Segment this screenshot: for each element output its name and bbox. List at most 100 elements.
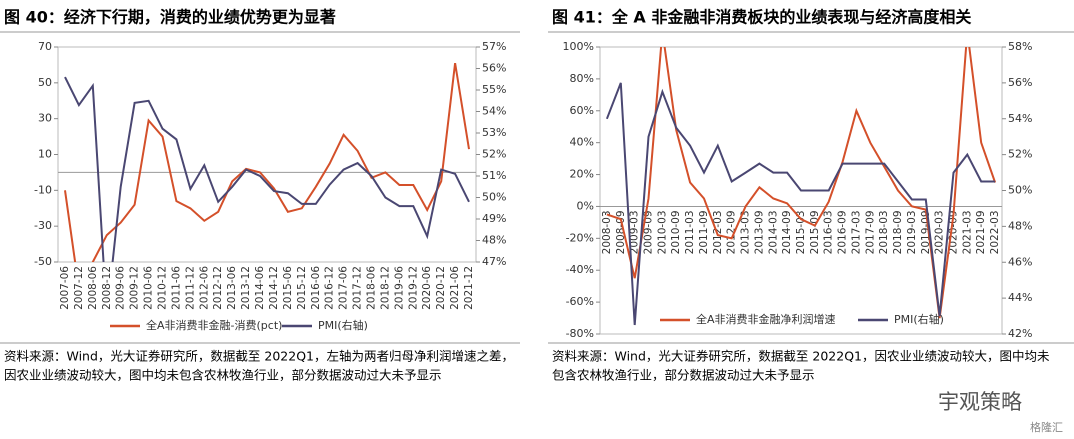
y2-tick-label: 54% <box>1008 112 1032 125</box>
watermark: 格隆汇 <box>1030 420 1063 434</box>
y-tick-label: 0% <box>577 199 594 212</box>
y2-tick-label: 52% <box>1008 148 1032 161</box>
x-tick-label: 2020-06 <box>421 266 433 310</box>
y-tick-label: -40% <box>566 263 594 276</box>
y-tick-label: -20% <box>566 231 594 244</box>
legend-label: PMI(右轴) <box>894 312 944 326</box>
x-tick-label: 2008-12 <box>101 266 113 310</box>
y-tick-label: 50 <box>38 76 52 89</box>
x-tick-label: 2008-06 <box>87 266 99 310</box>
x-tick-label: 2010-06 <box>143 266 155 310</box>
source-note: 因农业业绩波动较大，图中均未包含农林牧渔行业，部分数据波动过大未予显示 <box>4 368 442 383</box>
x-tick-label: 2009-12 <box>129 266 141 310</box>
x-tick-label: 2014-09 <box>781 210 793 254</box>
x-tick-label: 2011-06 <box>170 266 182 310</box>
x-tick-label: 2015-12 <box>296 266 308 310</box>
legend-label: PMI(右轴) <box>318 318 368 332</box>
y2-tick-label: 58% <box>1008 40 1032 53</box>
x-tick-label: 2016-09 <box>837 210 849 254</box>
y2-tick-label: 47% <box>482 255 506 268</box>
x-tick-label: 2017-12 <box>352 266 364 310</box>
y2-tick-label: 48% <box>482 234 506 247</box>
x-tick-label: 2017-06 <box>338 266 350 310</box>
x-tick-label: 2021-06 <box>449 266 461 310</box>
y2-tick-label: 49% <box>482 212 506 225</box>
y-tick-label: 40% <box>570 136 594 149</box>
y2-tick-label: 44% <box>1008 291 1032 304</box>
x-tick-label: 2012-06 <box>198 266 210 310</box>
x-tick-label: 2018-03 <box>878 210 890 254</box>
x-tick-label: 2013-06 <box>226 266 238 310</box>
x-tick-label: 2014-06 <box>254 266 266 310</box>
series-line <box>606 47 997 319</box>
y-tick-label: 10 <box>38 148 52 161</box>
x-tick-label: 2011-12 <box>184 266 196 310</box>
series-line <box>64 76 470 262</box>
source-note: 包含农林牧渔行业，部分数据波动过大未予显示 <box>552 368 815 383</box>
legend-label: 全A非消费非金融净利润增速 <box>696 312 836 326</box>
y2-tick-label: 48% <box>1008 219 1032 232</box>
x-tick-label: 2009-03 <box>629 210 641 254</box>
y-tick-label: 70 <box>38 40 52 53</box>
x-tick-label: 2022-03 <box>989 210 1001 254</box>
y-tick-label: 80% <box>570 72 594 85</box>
x-tick-label: 2021-09 <box>975 210 987 254</box>
y-tick-label: -30 <box>34 219 52 232</box>
y2-tick-label: 42% <box>1008 327 1032 340</box>
y-tick-label: 100% <box>563 40 594 53</box>
x-tick-label: 2020-03 <box>934 210 946 254</box>
x-tick-label: 2020-12 <box>435 266 447 310</box>
plot-frame <box>57 46 477 263</box>
x-tick-label: 2007-06 <box>59 266 71 310</box>
x-tick-label: 2011-03 <box>684 210 696 254</box>
x-tick-label: 2011-09 <box>698 210 710 254</box>
y2-tick-label: 51% <box>482 169 506 182</box>
x-tick-label: 2019-03 <box>906 210 918 254</box>
x-tick-label: 2012-09 <box>726 210 738 254</box>
x-tick-label: 2021-12 <box>463 266 475 310</box>
x-tick-label: 2010-12 <box>157 266 169 310</box>
y2-tick-label: 46% <box>1008 255 1032 268</box>
x-tick-label: 2016-06 <box>310 266 322 310</box>
x-tick-label: 2019-06 <box>393 266 405 310</box>
x-tick-label: 2013-12 <box>240 266 252 310</box>
y2-tick-label: 50% <box>1008 184 1032 197</box>
y-tick-label: 30 <box>38 112 52 125</box>
x-tick-label: 2009-06 <box>115 266 127 310</box>
y2-tick-label: 54% <box>482 105 506 118</box>
series-line <box>64 62 470 262</box>
y-tick-label: -80% <box>566 327 594 340</box>
source-note: 资料来源：Wind，光大证券研究所，数据截至 2022Q1，左轴为两者归母净利润… <box>4 349 514 364</box>
x-tick-label: 2021-03 <box>961 210 973 254</box>
chart-title: 图 41：全 A 非金融非消费板块的业绩表现与经济高度相关 <box>552 8 971 27</box>
x-tick-label: 2012-12 <box>212 266 224 310</box>
x-tick-label: 2016-12 <box>324 266 336 310</box>
x-tick-label: 2007-12 <box>73 266 85 310</box>
x-tick-label: 2019-12 <box>407 266 419 310</box>
y2-tick-label: 56% <box>482 62 506 75</box>
y-tick-label: -60% <box>566 295 594 308</box>
x-tick-label: 2014-03 <box>767 210 779 254</box>
y2-tick-label: 55% <box>482 83 506 96</box>
x-tick-label: 2014-12 <box>268 266 280 310</box>
x-tick-label: 2013-09 <box>753 210 765 254</box>
y-tick-label: -50 <box>34 255 52 268</box>
x-tick-label: 2010-03 <box>656 210 668 254</box>
y2-tick-label: 57% <box>482 40 506 53</box>
y2-tick-label: 53% <box>482 126 506 139</box>
chart-title: 图 40：经济下行期，消费的业绩优势更为显著 <box>4 8 336 27</box>
series-line <box>605 82 996 326</box>
x-tick-label: 2018-12 <box>379 266 391 310</box>
x-tick-label: 2013-03 <box>740 210 752 254</box>
y-tick-label: 20% <box>570 168 594 181</box>
y2-tick-label: 50% <box>482 191 506 204</box>
x-tick-label: 2018-09 <box>892 210 904 254</box>
legend-label: 全A非消费非金融-消费(pct) <box>146 318 282 332</box>
x-tick-label: 2015-03 <box>795 210 807 254</box>
x-tick-label: 2018-06 <box>366 266 378 310</box>
x-tick-label: 2017-03 <box>850 210 862 254</box>
x-tick-label: 2010-09 <box>670 210 682 254</box>
watermark: 宇观策略 <box>938 390 1022 414</box>
x-tick-label: 2015-06 <box>282 266 294 310</box>
y-tick-label: -10 <box>34 183 52 196</box>
